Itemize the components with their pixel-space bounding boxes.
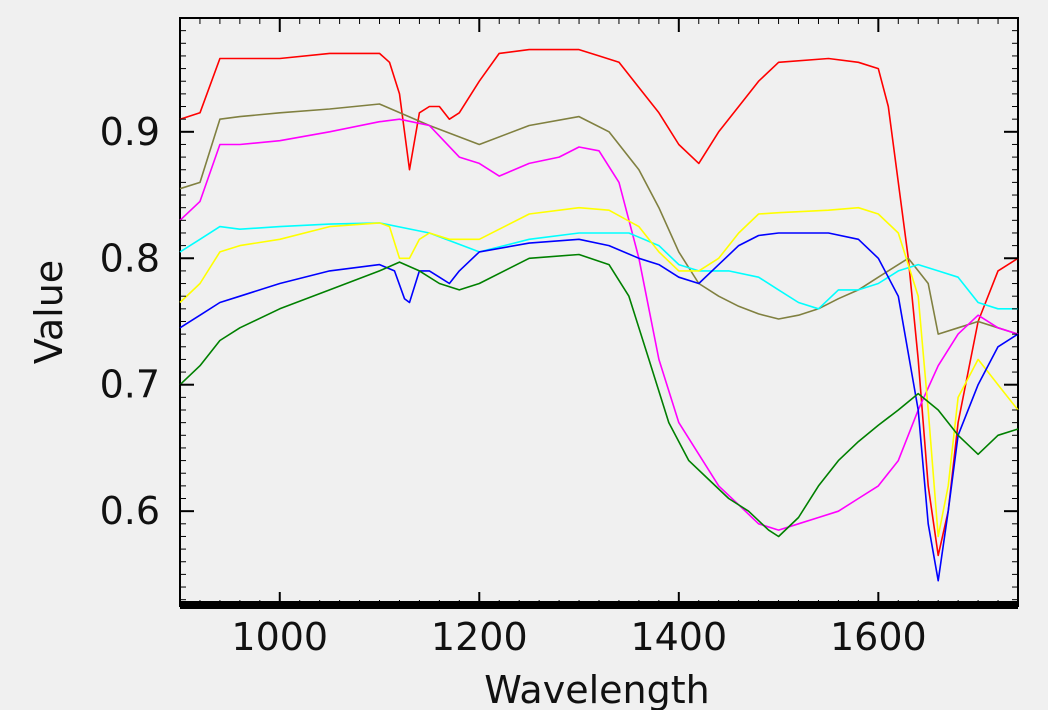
y-tick-label: 0.6 (100, 489, 160, 533)
x-tick-label: 1000 (231, 615, 328, 659)
x-tick-label: 1400 (630, 615, 727, 659)
x-tick-label: 1600 (830, 615, 927, 659)
series-line-1 (179, 48, 1019, 557)
series-line-4 (179, 222, 1018, 310)
y-tick-label: 0.8 (100, 236, 160, 280)
tick-layer: 1000 1200 1400 1600 0.6 0.7 0.8 0.9 (100, 18, 1019, 659)
series-layer (179, 48, 1019, 582)
series-line-6 (179, 232, 1019, 582)
series-line-7 (179, 253, 1019, 538)
y-axis-title: Value (27, 260, 71, 364)
plot-area (179, 17, 1019, 607)
series-line-5 (179, 206, 1019, 538)
series-line-2 (179, 103, 1019, 335)
x-axis-bar (180, 601, 1018, 609)
y-tick-label: 0.7 (100, 363, 160, 407)
series-line-3 (179, 118, 1019, 531)
y-tick-label: 0.9 (100, 110, 160, 154)
x-tick-label: 1200 (431, 615, 528, 659)
x-axis-title: Wavelength (484, 668, 709, 710)
